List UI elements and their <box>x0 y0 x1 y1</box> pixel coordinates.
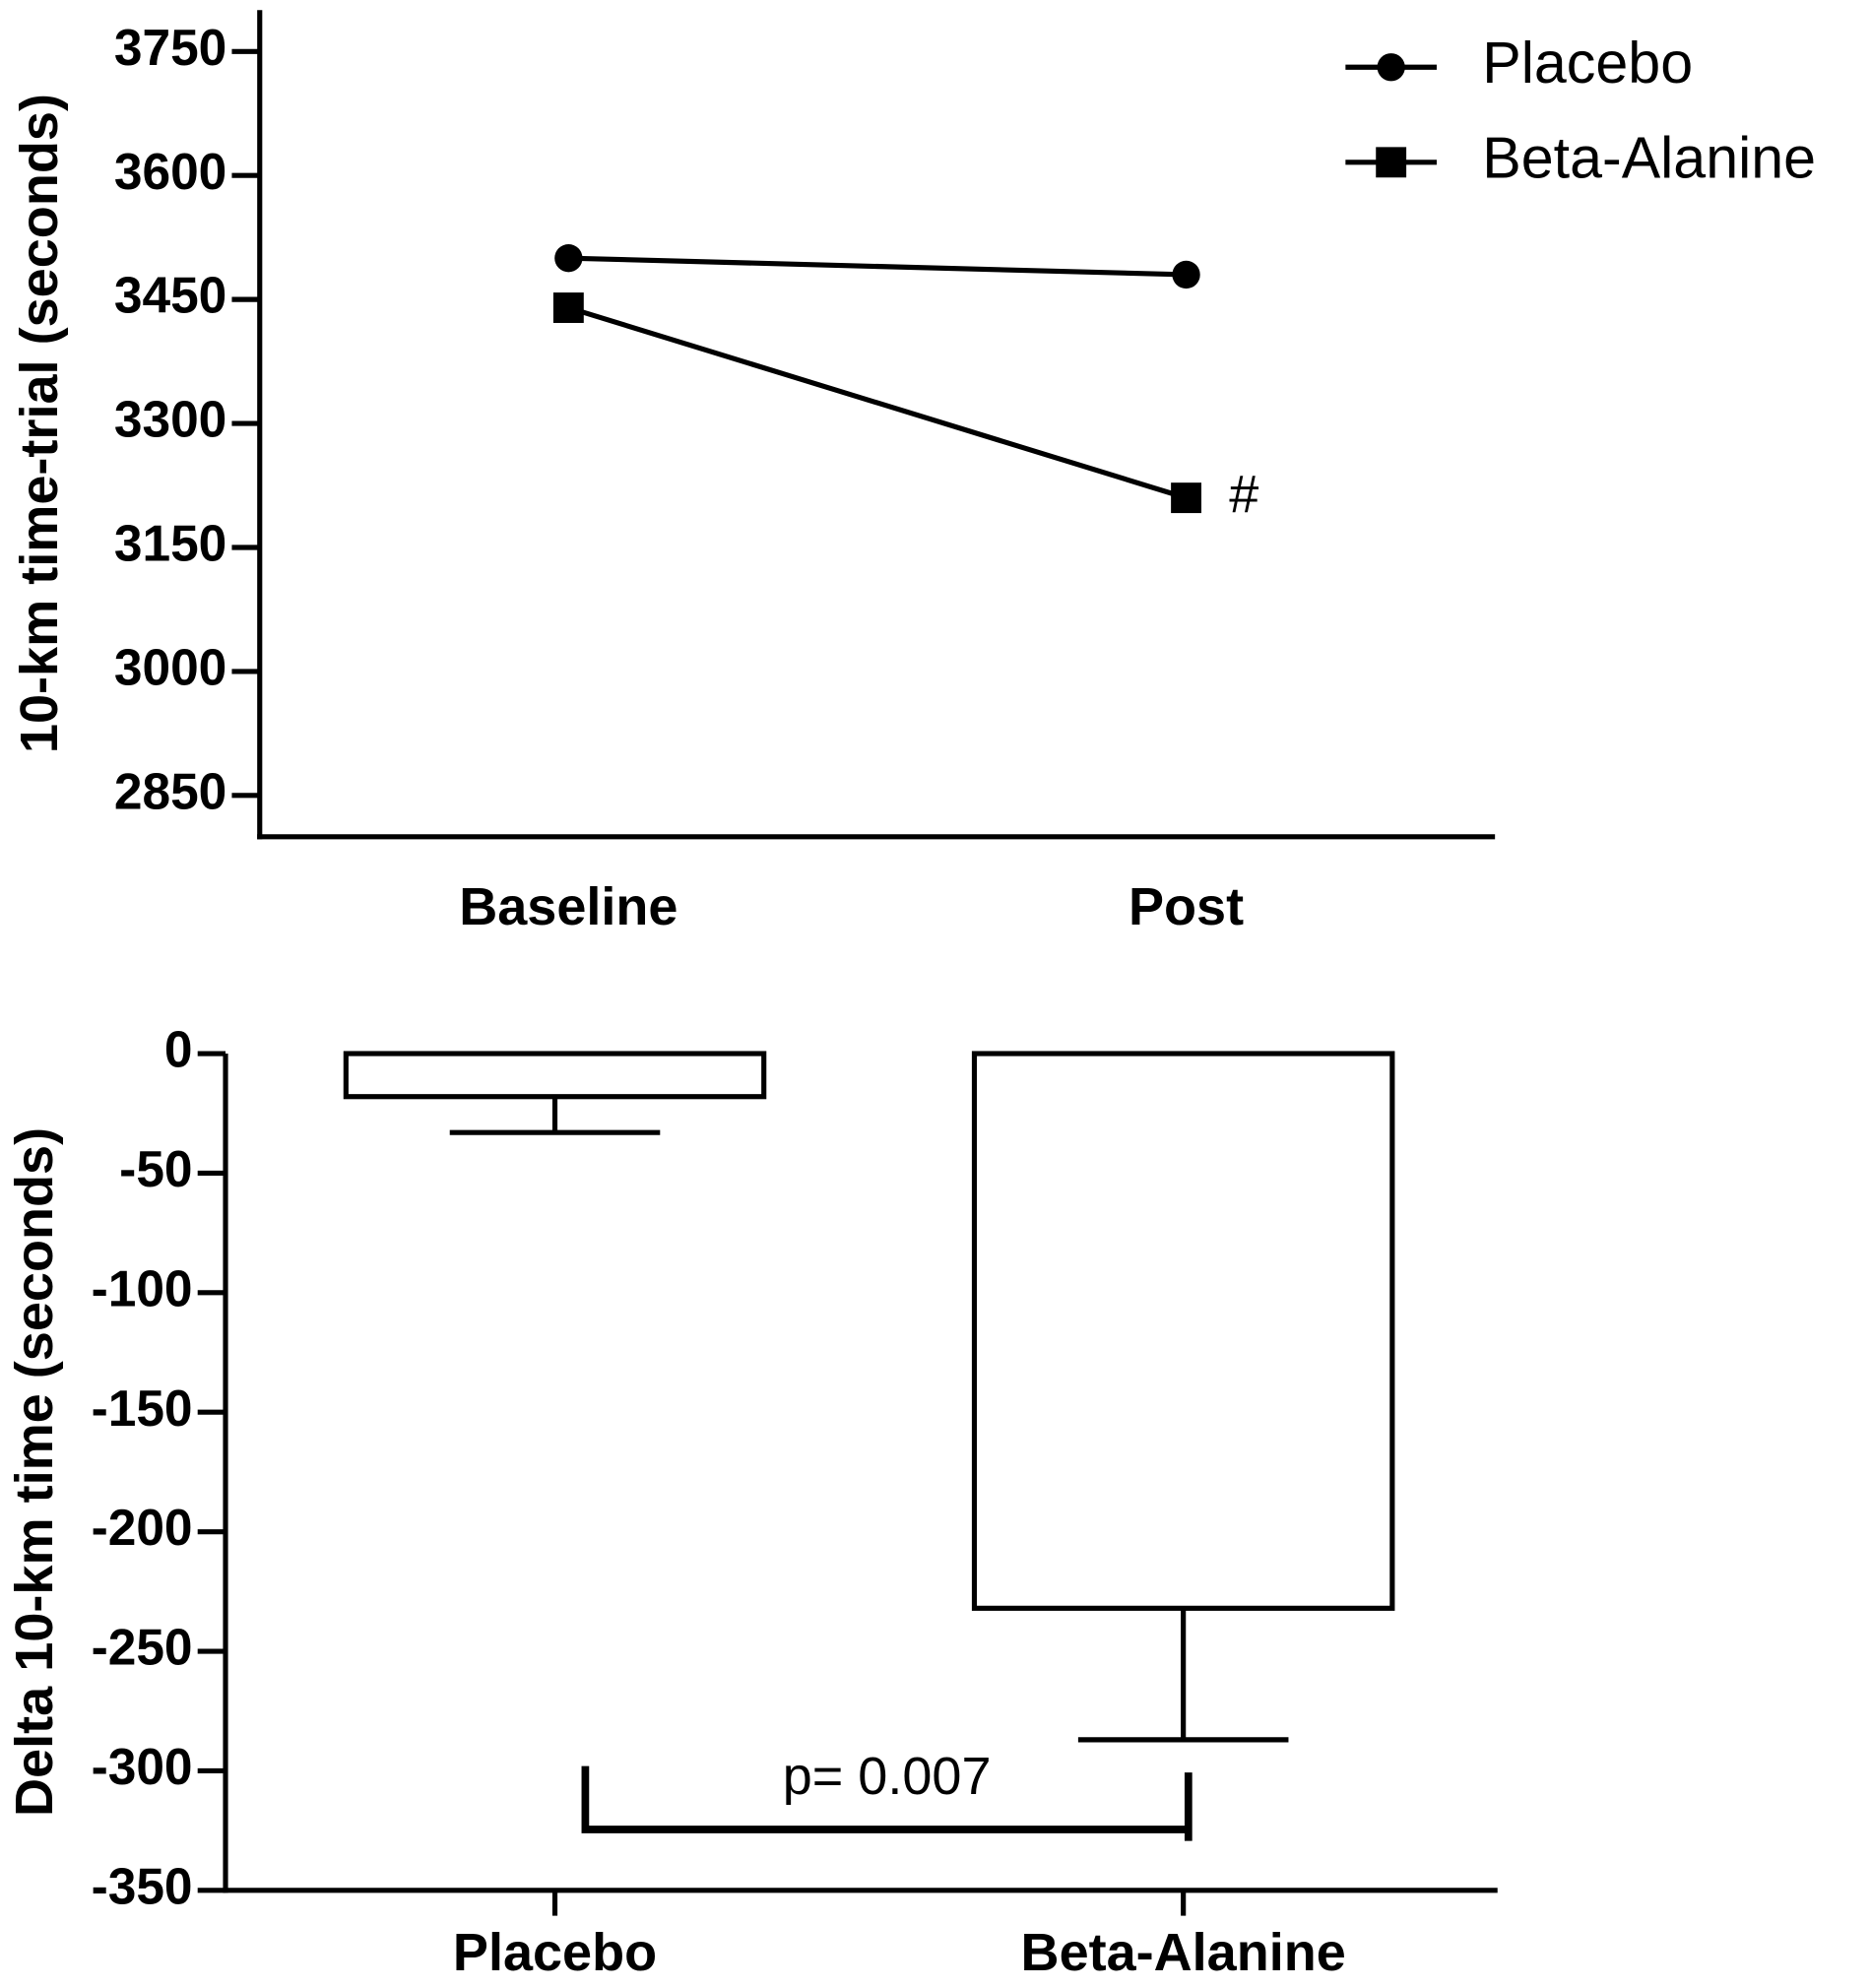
series-line <box>567 305 1188 501</box>
y-tick-label: -300 <box>92 1738 193 1795</box>
annotation: # <box>1229 465 1258 524</box>
bar <box>343 1051 767 1100</box>
x-tick-label: Baseline <box>459 877 677 936</box>
y-tick-label: -50 <box>119 1140 192 1197</box>
legend-marker <box>1376 147 1407 178</box>
y-tick-label: 3300 <box>114 391 226 448</box>
marker <box>1172 260 1200 289</box>
x-tick-label: Placebo <box>453 1923 657 1982</box>
y-tick-label: 3750 <box>114 19 226 76</box>
annotation: p= 0.007 <box>783 1747 992 1806</box>
y-tick-label: -200 <box>92 1499 193 1556</box>
x-tick-label: Post <box>1128 877 1244 936</box>
y-axis-label: 10-km time-trial (seconds) <box>10 94 69 753</box>
y-tick-label: -100 <box>92 1259 193 1316</box>
y-axis-label: Delta 10-km time (seconds) <box>5 1127 64 1817</box>
y-tick-label: -150 <box>92 1379 193 1437</box>
y-tick-label: 3600 <box>114 143 226 200</box>
y-tick-label: 3000 <box>114 639 226 696</box>
legend-marker <box>1377 53 1405 82</box>
marker <box>1171 482 1202 514</box>
marker <box>554 243 583 273</box>
x-tick-label: Beta-Alanine <box>1021 1923 1346 1982</box>
legend-label: Placebo <box>1482 30 1693 96</box>
y-tick-label: -250 <box>92 1619 193 1676</box>
y-tick-label: 3150 <box>114 515 226 572</box>
legend-label: Beta-Alanine <box>1482 124 1816 190</box>
y-tick-label: 2850 <box>114 762 226 819</box>
marker <box>552 292 584 323</box>
y-tick-label: 3450 <box>114 267 226 324</box>
bar <box>971 1051 1395 1611</box>
y-tick-label: 0 <box>164 1021 193 1078</box>
series-line <box>568 255 1187 278</box>
bracket <box>581 1765 1189 1833</box>
y-tick-label: -350 <box>92 1857 193 1914</box>
